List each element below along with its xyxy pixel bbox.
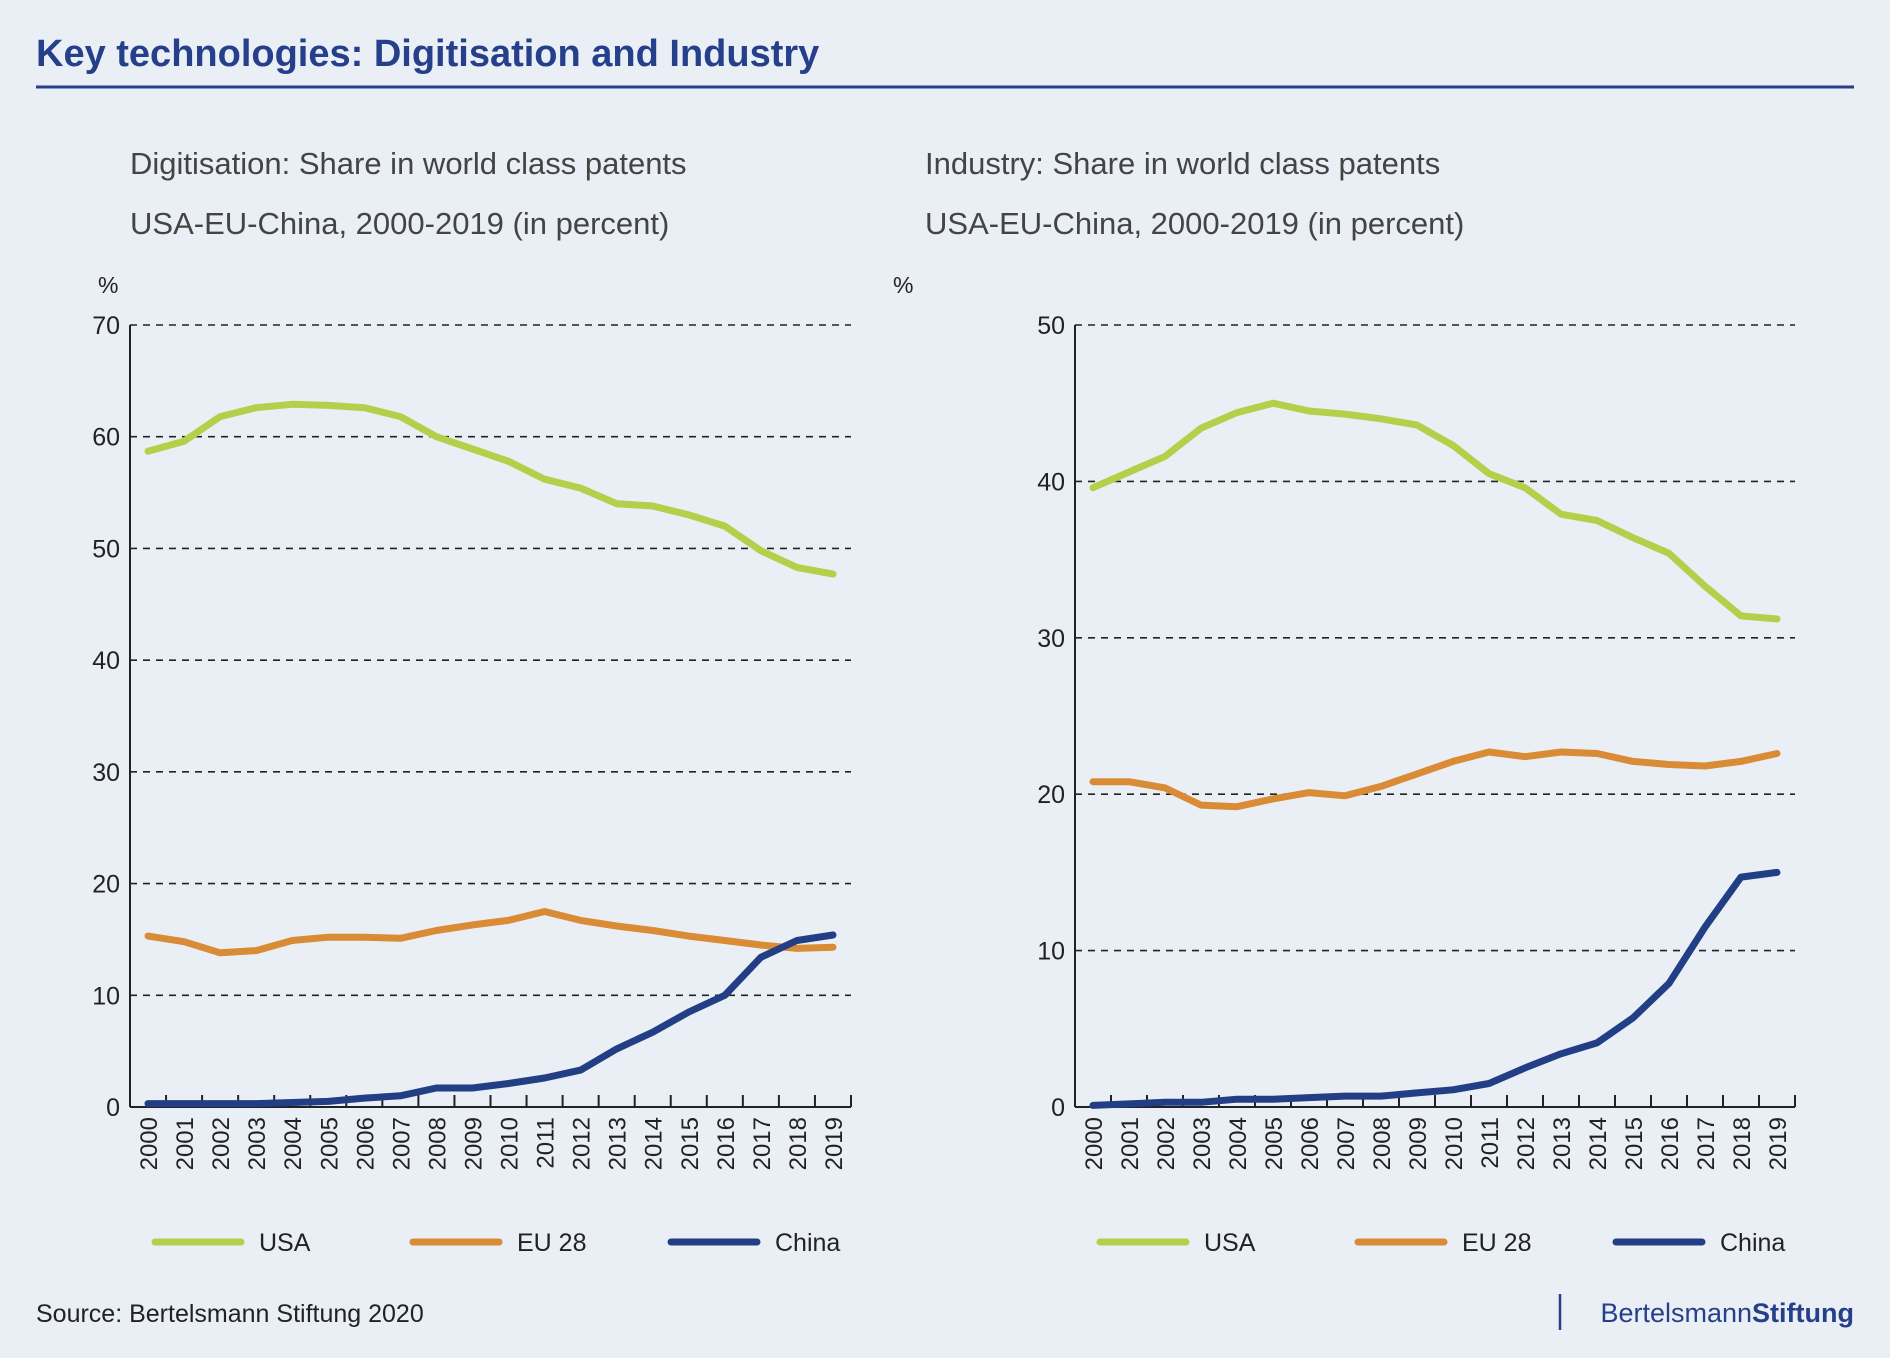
x-tick-label: 2005	[316, 1117, 343, 1170]
y-tick-label: 20	[92, 871, 120, 899]
x-tick-label: 2016	[713, 1117, 740, 1170]
x-tick-label: 2018	[1729, 1117, 1756, 1170]
y-axis-unit: %	[98, 272, 118, 298]
legend-label: USA	[1204, 1229, 1256, 1257]
series-line-china	[1089, 868, 1781, 1109]
x-tick-label: 2018	[785, 1117, 812, 1170]
x-tick-label: 2019	[821, 1117, 848, 1170]
x-tick-label: 2003	[1189, 1117, 1216, 1170]
x-tick-label: 2010	[1441, 1117, 1468, 1170]
x-tick-label: 2004	[280, 1117, 307, 1170]
x-tick-label: 2007	[1333, 1117, 1360, 1170]
y-tick-label: 30	[92, 759, 120, 787]
y-tick-label: 40	[1037, 468, 1065, 496]
x-tick-label: 2014	[641, 1117, 668, 1170]
x-tick-label: 2017	[1693, 1117, 1720, 1170]
x-tick-label: 2009	[1405, 1117, 1432, 1170]
x-tick-label: 2011	[1477, 1117, 1504, 1169]
x-tick-label: 2003	[244, 1117, 271, 1170]
chart-subtitle: USA-EU-China, 2000-2019 (in percent)	[925, 206, 1464, 241]
x-tick-label: 2007	[388, 1117, 415, 1170]
x-tick-label: 2019	[1765, 1117, 1792, 1170]
series-line-usa	[1089, 399, 1781, 623]
x-tick-label: 2006	[352, 1117, 379, 1170]
x-tick-label: 2013	[605, 1117, 632, 1170]
chart-1: Industry: Share in world class patents US…	[893, 146, 1796, 1257]
y-axis-unit: %	[893, 272, 913, 298]
x-tick-label: 2008	[1369, 1117, 1396, 1170]
x-tick-label: 2015	[677, 1117, 704, 1170]
x-tick-label: 2002	[1153, 1117, 1180, 1170]
y-tick-label: 50	[92, 535, 120, 563]
logo-part2: Stiftung	[1752, 1298, 1854, 1328]
x-tick-label: 2006	[1297, 1117, 1324, 1170]
legend-label: EU 28	[1462, 1229, 1531, 1257]
logo-text: BertelsmannStiftung	[1600, 1298, 1854, 1328]
y-tick-label: 30	[1037, 625, 1065, 653]
legend-label: EU 28	[517, 1229, 586, 1257]
series-line-usa	[144, 400, 837, 578]
x-tick-label: 2005	[1261, 1117, 1288, 1170]
y-tick-label: 0	[1051, 1094, 1065, 1122]
y-tick-label: 60	[92, 424, 120, 452]
x-tick-label: 2001	[172, 1117, 199, 1170]
legend-label: USA	[259, 1229, 311, 1257]
y-tick-label: 10	[92, 982, 120, 1010]
x-tick-label: 2002	[208, 1117, 235, 1170]
x-tick-label: 2010	[497, 1117, 524, 1170]
series-line-eu-28	[1089, 748, 1781, 811]
x-tick-label: 2015	[1621, 1117, 1648, 1170]
source-note: Source: Bertelsmann Stiftung 2020	[36, 1300, 424, 1328]
x-tick-label: 2004	[1225, 1117, 1252, 1170]
x-tick-label: 2000	[1081, 1117, 1108, 1170]
x-tick-label: 2001	[1117, 1117, 1144, 1170]
y-tick-label: 70	[92, 312, 120, 340]
x-tick-label: 2013	[1549, 1117, 1576, 1170]
chart-title: Industry: Share in world class patents	[925, 146, 1440, 181]
x-tick-label: 2014	[1585, 1117, 1612, 1170]
y-tick-label: 0	[106, 1094, 120, 1122]
x-tick-label: 2011	[533, 1117, 560, 1169]
x-tick-label: 2016	[1657, 1117, 1684, 1170]
legend-label: China	[775, 1229, 840, 1257]
x-tick-label: 2012	[569, 1117, 596, 1170]
logo-part1: Bertelsmann	[1600, 1298, 1752, 1328]
y-tick-label: 40	[92, 647, 120, 675]
legend-label: China	[1720, 1229, 1785, 1257]
page-title: Key technologies: Digitisation and Indus…	[36, 33, 819, 75]
y-tick-label: 20	[1037, 781, 1065, 809]
x-tick-label: 2000	[136, 1117, 163, 1170]
y-tick-label: 50	[1037, 312, 1065, 340]
chart-0: Digitisation: Share in world class paten…	[92, 146, 852, 1257]
x-tick-label: 2012	[1513, 1117, 1540, 1170]
series-line-china	[144, 931, 837, 1108]
y-tick-label: 10	[1037, 938, 1065, 966]
chart-title: Digitisation: Share in world class paten…	[130, 146, 687, 181]
series-line-eu-28	[144, 908, 837, 957]
bertelsmann-logo: BertelsmannStiftung	[1558, 1294, 1854, 1330]
x-tick-label: 2017	[749, 1117, 776, 1170]
chart-subtitle: USA-EU-China, 2000-2019 (in percent)	[130, 206, 669, 241]
x-tick-label: 2008	[424, 1117, 451, 1170]
x-tick-label: 2009	[460, 1117, 487, 1170]
